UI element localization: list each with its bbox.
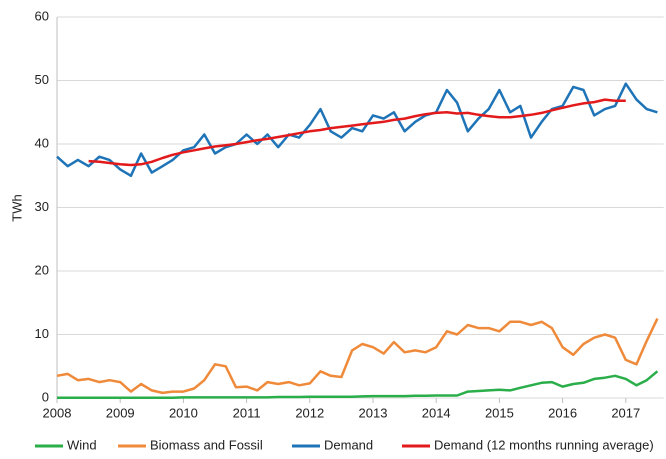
series-line — [56, 318, 659, 395]
legend-label: Biomass and Fossil — [150, 437, 263, 452]
x-tick-label: 2008 — [43, 405, 72, 420]
x-tick-label: 2013 — [359, 405, 388, 420]
x-tick-label: 2017 — [611, 405, 640, 420]
x-tick-label: 2016 — [548, 405, 577, 420]
legend-label: Demand (12 months running average) — [434, 437, 654, 452]
x-tick-label: 2015 — [485, 405, 514, 420]
y-tick-label: 30 — [35, 199, 49, 214]
series-line — [56, 82, 658, 178]
x-tick-label: 2012 — [295, 405, 324, 420]
y-tick-label: 0 — [42, 389, 49, 404]
y-tick-label: 60 — [35, 8, 49, 23]
y-tick-label: 40 — [35, 135, 49, 150]
x-tick-label: 2010 — [169, 405, 198, 420]
y-axis-label: TWh — [9, 194, 24, 221]
legend-label: Wind — [67, 437, 97, 452]
legend-label: Demand — [324, 437, 373, 452]
y-tick-label: 20 — [35, 262, 49, 277]
x-tick-label: 2011 — [233, 405, 261, 420]
y-tick-label: 10 — [35, 326, 49, 341]
y-tick-label: 50 — [35, 72, 49, 87]
x-tick-label: 2009 — [106, 405, 135, 420]
series-line — [88, 98, 626, 167]
series-line — [57, 370, 659, 399]
x-tick-label: 2014 — [422, 405, 451, 420]
